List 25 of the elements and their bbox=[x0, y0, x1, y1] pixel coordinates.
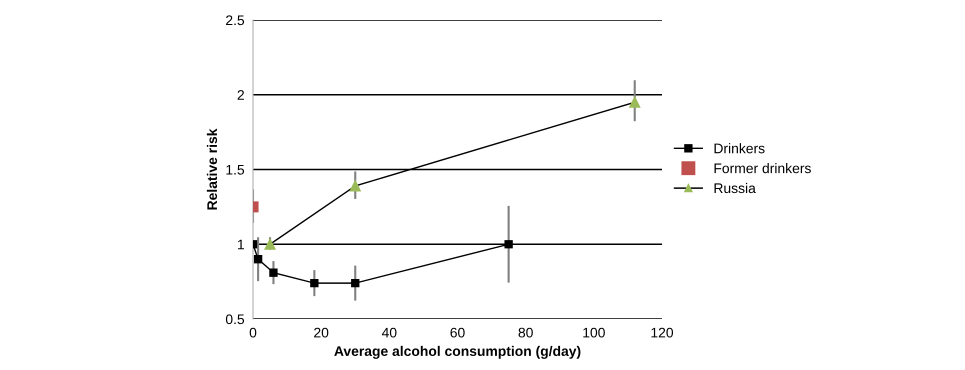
x-tick-label: 80 bbox=[518, 328, 533, 338]
point bbox=[351, 278, 360, 288]
point bbox=[350, 180, 361, 192]
point bbox=[254, 255, 262, 264]
y-tick-label: 2 bbox=[238, 90, 244, 100]
x-axis-title: Average alcohol consumption (g/day) bbox=[334, 346, 580, 359]
point bbox=[269, 268, 278, 277]
x-tick-label: 20 bbox=[314, 328, 328, 338]
point bbox=[629, 96, 640, 108]
y-axis-title: Relative risk bbox=[206, 128, 218, 210]
x-tick-label: 60 bbox=[450, 328, 465, 338]
x-tick-label: 120 bbox=[651, 328, 674, 338]
y-tick-label: 1.5 bbox=[226, 164, 244, 175]
x-tick-label: 100 bbox=[583, 328, 605, 338]
point bbox=[504, 240, 513, 248]
point bbox=[264, 238, 276, 250]
y-tick-label: 0.5 bbox=[226, 314, 244, 324]
x-tick-label: 40 bbox=[382, 328, 397, 338]
legend-label: Former drinkers bbox=[714, 163, 811, 174]
legend-label: Drinkers bbox=[714, 143, 765, 154]
y-tick-label: 2.5 bbox=[226, 15, 244, 26]
point bbox=[310, 278, 319, 288]
x-tick-label: 0 bbox=[250, 328, 256, 338]
y-tick-label: 1 bbox=[238, 240, 244, 250]
legend-label: Russia bbox=[714, 182, 756, 194]
